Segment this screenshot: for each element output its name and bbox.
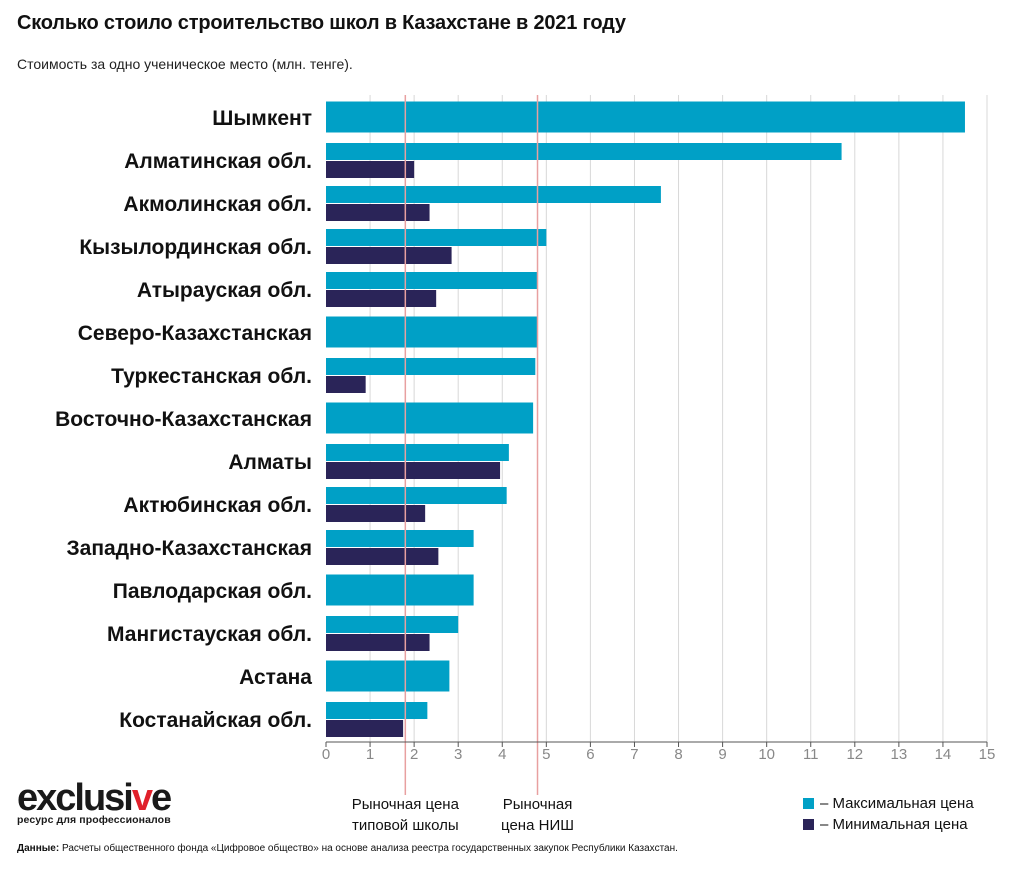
bar-max: [326, 530, 474, 547]
x-tick-label: 5: [542, 746, 550, 763]
bar-max: [326, 101, 965, 133]
x-tick-label: 2: [410, 746, 418, 763]
x-tick-label: 3: [454, 746, 462, 763]
category-label: Северо-Казахстанская: [78, 322, 312, 345]
x-tick-label: 8: [674, 746, 682, 763]
bar-min: [326, 290, 437, 307]
bar-max: [326, 487, 507, 504]
chart-title: Сколько стоило строительство школ в Каза…: [17, 12, 626, 34]
x-tick-label: 12: [846, 746, 863, 763]
bar-min: [326, 204, 430, 221]
bar-max: [326, 358, 536, 375]
bar-max: [326, 143, 842, 160]
category-label: Восточно-Казахстанская: [55, 408, 312, 431]
x-tick-label: 7: [630, 746, 638, 763]
chart-subtitle: Стоимость за одно ученическое место (млн…: [17, 56, 353, 72]
legend-swatch-min: [803, 819, 814, 830]
logo-tagline: ресурс для профессионалов: [17, 814, 171, 826]
bar-max: [326, 229, 547, 246]
reference-label-line: Рыночная: [502, 796, 573, 813]
bar-min: [326, 505, 426, 522]
reference-label-line: цена НИШ: [501, 817, 574, 834]
reference-label-line: Рыночная цена: [351, 796, 459, 813]
bar-max: [326, 186, 661, 203]
bar-min: [326, 161, 415, 178]
reference-label-nis: Рыночная цена НИШ: [473, 794, 603, 836]
category-label: Астана: [239, 666, 312, 689]
source-note: Данные: Расчеты общественного фонда «Циф…: [17, 843, 678, 854]
category-label: Западно-Казахстанская: [67, 537, 313, 560]
category-label: Актюбинская обл.: [123, 494, 312, 517]
bar-min: [326, 720, 404, 737]
reference-label-typical-school: Рыночная цена типовой школы: [340, 794, 470, 836]
category-label: Акмолинская обл.: [123, 193, 312, 216]
category-label: Шымкент: [212, 107, 312, 130]
legend-item-min: – Минимальная цена: [803, 814, 974, 835]
legend-item-max: – Максимальная цена: [803, 793, 974, 814]
bar-max: [326, 316, 538, 348]
category-label: Мангистауская обл.: [107, 623, 312, 646]
bar-min: [326, 376, 366, 393]
category-label: Туркестанская обл.: [111, 365, 312, 388]
x-tick-label: 6: [586, 746, 594, 763]
source-text: Расчеты общественного фонда «Цифровое об…: [59, 843, 678, 854]
bar-max: [326, 272, 538, 289]
bar-min: [326, 634, 430, 651]
category-label: Атырауская обл.: [137, 279, 312, 302]
x-tick-label: 0: [322, 746, 330, 763]
reference-label-line: типовой школы: [351, 817, 459, 834]
legend-label-min: – Минимальная цена: [820, 816, 968, 833]
category-label: Костанайская обл.: [119, 709, 312, 732]
x-tick-label: 14: [935, 746, 952, 763]
source-label: Данные:: [17, 843, 60, 854]
bar-min: [326, 548, 439, 565]
legend-label-max: – Максимальная цена: [820, 795, 974, 812]
category-label: Павлодарская обл.: [113, 580, 312, 603]
legend-swatch-max: [803, 798, 814, 809]
exclusive-logo: exclusive ресурс для профессионалов: [17, 777, 172, 826]
bar-max: [326, 402, 534, 434]
x-tick-label: 9: [718, 746, 726, 763]
bar-max: [326, 574, 474, 606]
logo-wordmark: exclusive: [17, 777, 172, 819]
bar-max: [326, 444, 509, 461]
bar-max: [326, 660, 450, 692]
legend: – Максимальная цена – Минимальная цена: [803, 793, 974, 835]
category-label: Кызылординская обл.: [79, 236, 312, 259]
bar-max: [326, 702, 428, 719]
category-label: Алматы: [228, 451, 312, 474]
bar-max: [326, 616, 459, 633]
x-tick-label: 10: [758, 746, 775, 763]
bar-min: [326, 462, 501, 479]
category-label: Алматинская обл.: [124, 150, 312, 173]
x-tick-label: 11: [803, 746, 819, 763]
x-tick-label: 15: [979, 746, 996, 763]
x-tick-label: 4: [498, 746, 506, 763]
x-tick-label: 1: [366, 746, 374, 763]
x-tick-label: 13: [891, 746, 908, 763]
bar-min: [326, 247, 452, 264]
